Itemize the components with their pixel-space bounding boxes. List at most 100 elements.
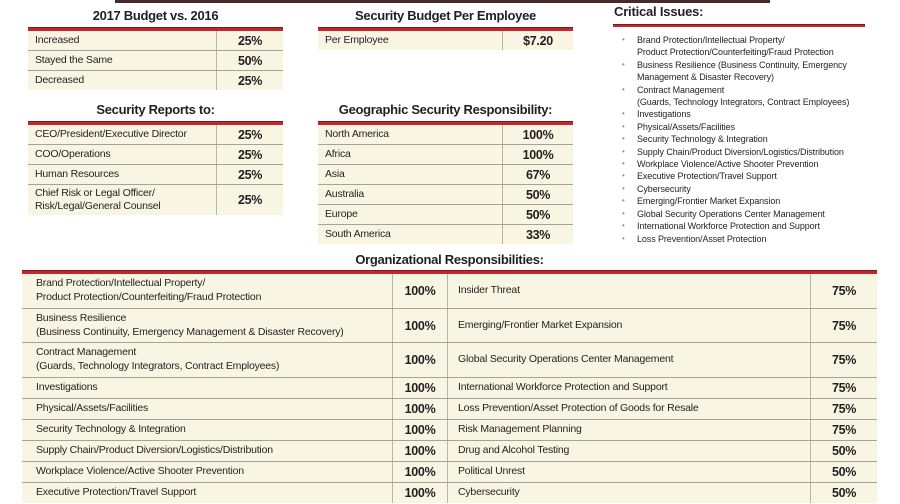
row-label: CEO/President/Executive Director xyxy=(35,128,187,141)
row-value: 25% xyxy=(216,71,283,90)
per-employee-table: Security Budget Per Employee Per Employe… xyxy=(318,3,573,50)
table-row: Australia 50% xyxy=(318,185,573,205)
table-row: Investigations 100% International Workfo… xyxy=(22,378,877,400)
org-responsibilities-table: Organizational Responsibilities: Brand P… xyxy=(22,247,877,504)
list-item: • Brand Protection/Intellectual Property/… xyxy=(613,34,865,59)
critical-issue-text: Supply Chain/Product Diversion/Logistics… xyxy=(637,146,844,157)
left-item-label: Security Technology & Integration xyxy=(36,423,186,436)
right-item-value: 75% xyxy=(810,308,877,343)
critical-issue-text: Contract Management (Guards, Technology … xyxy=(637,84,850,108)
table-row: South America 33% xyxy=(318,225,573,244)
left-item-value: 100% xyxy=(392,274,448,308)
right-item-value: 75% xyxy=(810,399,877,420)
left-item-label: Executive Protection/Travel Support xyxy=(36,486,197,499)
critical-issue-text: Physical/Assets/Facilities xyxy=(637,121,735,132)
row-label: Increased xyxy=(35,34,80,47)
left-item-value: 100% xyxy=(392,378,448,399)
list-item: • Emerging/Frontier Market Expansion xyxy=(613,195,865,207)
row-label: Decreased xyxy=(35,74,84,87)
bullet-icon: • xyxy=(622,146,625,156)
red-rule xyxy=(318,121,573,125)
right-item-label: Cybersecurity xyxy=(458,486,520,499)
geographic-body: North America 100% Africa 100% Asia 67% … xyxy=(318,125,573,244)
left-item-label: Contract Management (Guards, Technology … xyxy=(36,346,280,373)
row-value: 33% xyxy=(502,225,573,244)
bullet-icon: • xyxy=(622,233,625,243)
row-value: 25% xyxy=(216,31,283,50)
row-label: Human Resources xyxy=(35,168,119,181)
table-row: Decreased 25% xyxy=(28,71,283,90)
critical-issues-list: • Brand Protection/Intellectual Property/… xyxy=(613,34,865,245)
right-item-label: Political Unrest xyxy=(458,465,525,478)
right-item-label: Global Security Operations Center Manage… xyxy=(458,353,674,366)
table-row: Europe 50% xyxy=(318,205,573,225)
left-item-value: 100% xyxy=(392,308,448,343)
left-item-label: Brand Protection/Intellectual Property/ … xyxy=(36,277,262,303)
row-label: Asia xyxy=(325,168,345,181)
left-item-value: 100% xyxy=(392,483,448,504)
list-item: • Cybersecurity xyxy=(613,183,865,195)
left-item-value: 100% xyxy=(392,441,448,462)
row-label: Europe xyxy=(325,208,358,221)
list-item: • International Workforce Protection and … xyxy=(613,220,865,232)
table-row: Supply Chain/Product Diversion/Logistics… xyxy=(22,441,877,463)
left-item-value: 100% xyxy=(392,420,448,441)
table-row: Human Resources 25% xyxy=(28,165,283,185)
right-item-value: 75% xyxy=(810,420,877,441)
row-value: 25% xyxy=(216,145,283,164)
critical-issue-text: Emerging/Frontier Market Expansion xyxy=(637,196,781,207)
table-row: Physical/Assets/Facilities 100% Loss Pre… xyxy=(22,399,877,421)
list-item: • Executive Protection/Travel Support xyxy=(613,170,865,182)
critical-issue-text: Security Technology & Integration xyxy=(637,134,768,145)
critical-issues-panel: Critical Issues: • Brand Protection/Intel… xyxy=(613,0,865,245)
bullet-icon: • xyxy=(622,134,625,144)
geographic-table: Geographic Security Responsibility: Nort… xyxy=(318,97,573,244)
row-label: Chief Risk or Legal Officer/ Risk/Legal/… xyxy=(35,187,161,212)
list-item: • Security Technology & Integration xyxy=(613,133,865,145)
row-value: 25% xyxy=(216,165,283,184)
row-label: North America xyxy=(325,128,389,141)
critical-issue-text: Workplace Violence/Active Shooter Preven… xyxy=(637,159,819,170)
bullet-icon: • xyxy=(622,221,625,231)
row-value: 50% xyxy=(502,185,573,204)
critical-issue-text: Loss Prevention/Asset Protection xyxy=(637,233,767,244)
table-row: Africa 100% xyxy=(318,145,573,165)
left-item-value: 100% xyxy=(392,462,448,483)
list-item: • Supply Chain/Product Diversion/Logistic… xyxy=(613,146,865,158)
bullet-icon: • xyxy=(622,121,625,131)
row-label: Per Employee xyxy=(325,34,389,47)
red-rule xyxy=(28,27,283,31)
critical-issue-text: Investigations xyxy=(637,109,691,120)
right-item-label: Drug and Alcohol Testing xyxy=(458,444,570,457)
right-item-label: Insider Threat xyxy=(458,283,520,296)
table-row: Contract Management (Guards, Technology … xyxy=(22,343,877,379)
budget-table-body: Increased 25% Stayed the Same 50% Decrea… xyxy=(28,31,283,90)
table-row: Workplace Violence/Active Shooter Preven… xyxy=(22,462,877,484)
left-item-label: Physical/Assets/Facilities xyxy=(36,402,149,415)
right-item-value: 75% xyxy=(810,274,877,308)
red-rule xyxy=(318,27,573,31)
critical-issue-text: International Workforce Protection and S… xyxy=(637,221,820,232)
right-item-label: Risk Management Planning xyxy=(458,423,582,436)
row-value: 50% xyxy=(216,51,283,70)
left-item-label: Business Resilience (Business Continuity… xyxy=(36,311,344,338)
critical-issue-text: Executive Protection/Travel Support xyxy=(637,171,777,182)
bullet-icon: • xyxy=(622,159,625,169)
table-row: COO/Operations 25% xyxy=(28,145,283,165)
critical-issue-text: Cybersecurity xyxy=(637,183,691,194)
table-row: Brand Protection/Intellectual Property/ … xyxy=(22,274,877,309)
left-item-value: 100% xyxy=(392,399,448,420)
right-item-value: 50% xyxy=(810,483,877,504)
row-label: COO/Operations xyxy=(35,148,111,161)
bullet-icon: • xyxy=(622,84,625,94)
red-rule xyxy=(22,270,877,274)
reports-to-table: Security Reports to: CEO/President/Execu… xyxy=(28,97,283,215)
right-item-label: Emerging/Frontier Market Expansion xyxy=(458,318,623,331)
bullet-icon: • xyxy=(622,35,625,44)
bullet-icon: • xyxy=(622,109,625,119)
table-row: Security Technology & Integration 100% R… xyxy=(22,420,877,442)
table-row: Stayed the Same 50% xyxy=(28,51,283,71)
table-row: Increased 25% xyxy=(28,31,283,51)
red-rule xyxy=(613,24,865,27)
